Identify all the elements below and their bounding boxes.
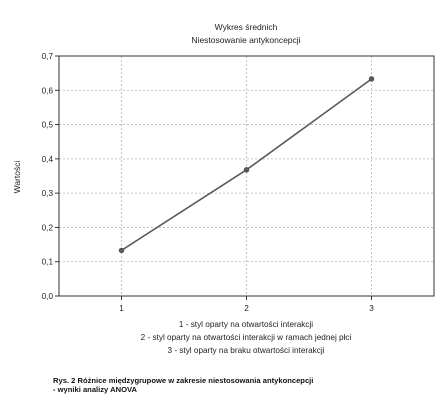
x-tick-label-1: 2: [244, 304, 249, 313]
chart-title: Wykres średnich: [215, 22, 278, 32]
legend-line-1: 1 - styl oparty na otwartości interakcji: [179, 320, 313, 329]
grid-layer: [59, 56, 434, 296]
y-tick-label-3: 0,3: [42, 189, 54, 198]
y-axis-label: Wartości: [12, 161, 22, 194]
y-tick-label-7: 0,7: [42, 52, 54, 61]
y-tick-label-1: 0,1: [42, 258, 54, 267]
caption-line-2: - wyniki analizy ANOVA: [53, 385, 137, 394]
y-tick-label-0: 0,0: [42, 292, 54, 301]
chart-subtitle: Niestosowanie antykoncepcji: [191, 35, 300, 45]
axes-layer: 0,0 0,1 0,2 0,3 0,4 0,5 0,6 0,7 1 2 3: [42, 52, 435, 313]
figure-caption: Rys. 2 Różnice międzygrupowe w zakresie …: [53, 376, 433, 394]
legend-line-2: 2 - styl oparty na otwartości interakcji…: [141, 333, 352, 342]
data-point-0-2: [368, 76, 375, 82]
y-tick-label-5: 0,5: [42, 121, 54, 130]
y-tick-label-2: 0,2: [42, 223, 54, 232]
legend-line-3: 3 - styl oparty na braku otwartości inte…: [168, 346, 325, 355]
caption-line-1: Rys. 2 Różnice międzygrupowe w zakresie …: [53, 376, 314, 385]
series-layer: [118, 76, 375, 254]
y-tick-label-6: 0,6: [42, 86, 54, 95]
y-tick-label-4: 0,4: [42, 155, 54, 164]
x-tick-label-0: 1: [119, 304, 124, 313]
data-point-0-1: [243, 167, 250, 173]
x-tick-label-2: 3: [369, 304, 374, 313]
data-point-0-0: [118, 247, 125, 254]
